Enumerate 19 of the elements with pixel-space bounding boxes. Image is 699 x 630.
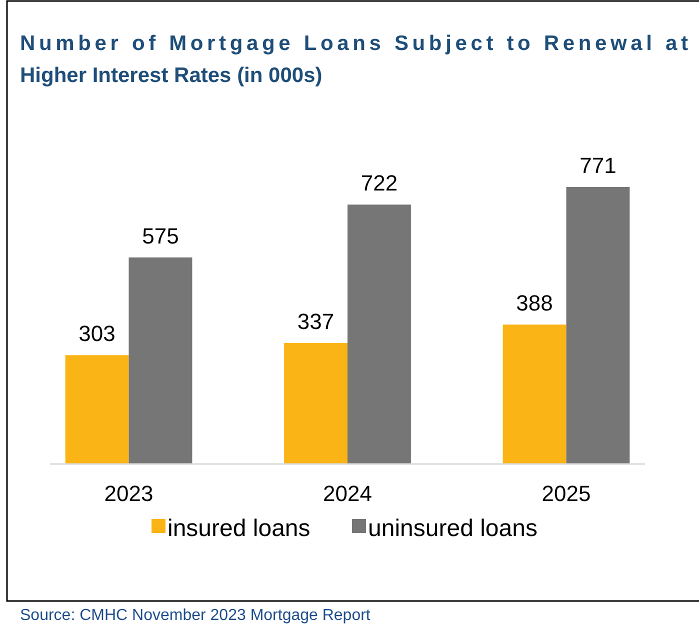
bar <box>65 355 129 464</box>
bar <box>348 204 411 464</box>
data-label: 337 <box>297 308 334 334</box>
legend-label: insured loans <box>168 515 310 542</box>
data-label: 771 <box>580 153 616 178</box>
chart-title: Number of Mortgage Loans Subject to Renewal at Higher Interest Rates (in 000s) <box>20 32 688 87</box>
data-label: 388 <box>516 290 553 316</box>
data-label: 575 <box>142 223 179 248</box>
x-tick-label: 2025 <box>542 481 591 506</box>
data-label: 303 <box>78 321 116 346</box>
x-tick-label: 2024 <box>323 481 372 506</box>
legend-label: uninsured loans <box>368 515 538 542</box>
data-label: 722 <box>360 170 398 196</box>
bar <box>566 187 630 464</box>
bar <box>284 342 348 464</box>
x-tick-label: 2023 <box>104 481 154 506</box>
source-note: Source: CMHC November 2023 Mortgage Report <box>20 607 371 624</box>
bar <box>128 257 192 464</box>
bar <box>502 324 566 464</box>
